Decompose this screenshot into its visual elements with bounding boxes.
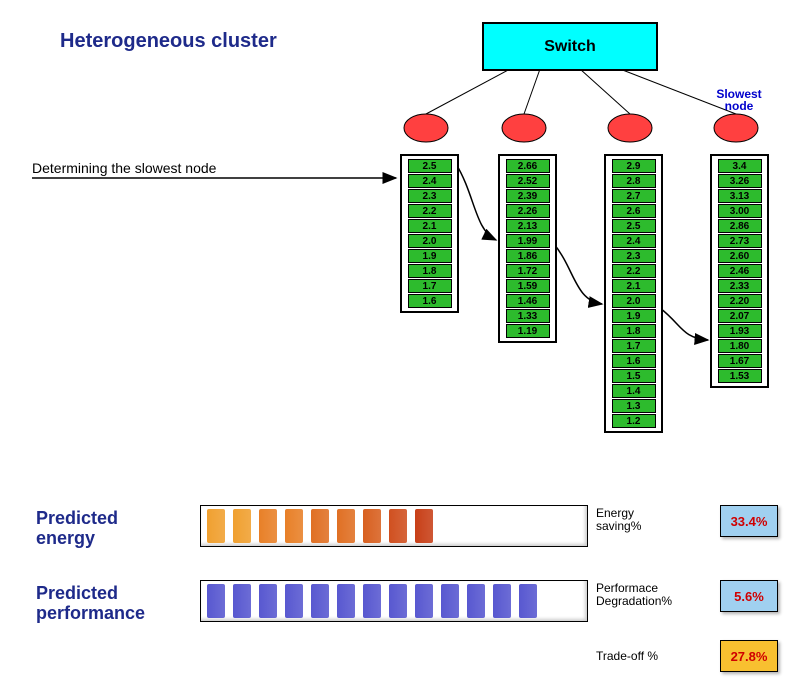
freq-cell: 2.1 bbox=[612, 279, 656, 293]
page-title: Heterogeneous cluster bbox=[60, 30, 277, 53]
freq-cell: 3.13 bbox=[718, 189, 762, 203]
node-column: 2.92.82.72.62.52.42.32.22.12.01.91.81.71… bbox=[604, 154, 663, 433]
metric-label: Energysaving% bbox=[596, 507, 641, 533]
freq-cell: 2.5 bbox=[408, 159, 452, 173]
freq-cell: 2.33 bbox=[718, 279, 762, 293]
bar-segment bbox=[519, 584, 537, 618]
freq-cell: 1.46 bbox=[506, 294, 550, 308]
perf-bar bbox=[200, 580, 588, 622]
freq-cell: 1.86 bbox=[506, 249, 550, 263]
freq-cell: 1.8 bbox=[408, 264, 452, 278]
freq-cell: 2.60 bbox=[718, 249, 762, 263]
freq-cell: 1.72 bbox=[506, 264, 550, 278]
bar-segment bbox=[337, 509, 355, 543]
freq-cell: 2.2 bbox=[408, 204, 452, 218]
bar-segment bbox=[259, 584, 277, 618]
freq-cell: 2.13 bbox=[506, 219, 550, 233]
node-ellipse bbox=[714, 114, 758, 142]
bar-segment bbox=[415, 509, 433, 543]
freq-cell: 2.20 bbox=[718, 294, 762, 308]
node-column: 2.662.522.392.262.131.991.861.721.591.46… bbox=[498, 154, 557, 343]
freq-cell: 2.2 bbox=[612, 264, 656, 278]
energy-label: Predictedenergy bbox=[36, 508, 118, 548]
slowest-node-label: Slowestnode bbox=[714, 88, 764, 112]
bar-segment bbox=[233, 509, 251, 543]
freq-cell: 2.0 bbox=[408, 234, 452, 248]
freq-cell: 3.4 bbox=[718, 159, 762, 173]
bar-segment bbox=[285, 509, 303, 543]
freq-cell: 1.6 bbox=[408, 294, 452, 308]
bar-segment bbox=[207, 509, 225, 543]
freq-cell: 1.93 bbox=[718, 324, 762, 338]
freq-cell: 2.1 bbox=[408, 219, 452, 233]
bar-segment bbox=[311, 584, 329, 618]
freq-cell: 2.66 bbox=[506, 159, 550, 173]
freq-cell: 1.8 bbox=[612, 324, 656, 338]
freq-cell: 1.3 bbox=[612, 399, 656, 413]
metric-value-box: 5.6% bbox=[720, 580, 778, 612]
freq-cell: 1.7 bbox=[408, 279, 452, 293]
metric-label: Trade-off % bbox=[596, 650, 658, 663]
energy-bar bbox=[200, 505, 588, 547]
freq-cell: 2.4 bbox=[408, 174, 452, 188]
freq-cell: 1.19 bbox=[506, 324, 550, 338]
freq-cell: 2.52 bbox=[506, 174, 550, 188]
freq-cell: 1.2 bbox=[612, 414, 656, 428]
freq-cell: 1.33 bbox=[506, 309, 550, 323]
node-column: 2.52.42.32.22.12.01.91.81.71.6 bbox=[400, 154, 459, 313]
bar-segment bbox=[493, 584, 511, 618]
freq-cell: 3.26 bbox=[718, 174, 762, 188]
freq-cell: 2.4 bbox=[612, 234, 656, 248]
freq-cell: 1.7 bbox=[612, 339, 656, 353]
freq-cell: 2.86 bbox=[718, 219, 762, 233]
bar-segment bbox=[259, 509, 277, 543]
freq-cell: 1.53 bbox=[718, 369, 762, 383]
bar-segment bbox=[415, 584, 433, 618]
node-ellipse bbox=[502, 114, 546, 142]
freq-cell: 2.07 bbox=[718, 309, 762, 323]
freq-cell: 1.9 bbox=[408, 249, 452, 263]
freq-cell: 1.4 bbox=[612, 384, 656, 398]
freq-cell: 2.7 bbox=[612, 189, 656, 203]
freq-cell: 2.39 bbox=[506, 189, 550, 203]
node-column: 3.43.263.133.002.862.732.602.462.332.202… bbox=[710, 154, 769, 388]
bar-segment bbox=[337, 584, 355, 618]
freq-cell: 2.73 bbox=[718, 234, 762, 248]
bar-segment bbox=[207, 584, 225, 618]
freq-cell: 2.0 bbox=[612, 294, 656, 308]
metric-label: PerformaceDegradation% bbox=[596, 582, 672, 608]
bar-segment bbox=[441, 584, 459, 618]
freq-cell: 1.99 bbox=[506, 234, 550, 248]
node-ellipse bbox=[608, 114, 652, 142]
bar-segment bbox=[389, 509, 407, 543]
bar-segment bbox=[389, 584, 407, 618]
freq-cell: 3.00 bbox=[718, 204, 762, 218]
freq-cell: 1.59 bbox=[506, 279, 550, 293]
freq-cell: 2.26 bbox=[506, 204, 550, 218]
freq-cell: 2.6 bbox=[612, 204, 656, 218]
freq-cell: 1.5 bbox=[612, 369, 656, 383]
determine-label: Determining the slowest node bbox=[32, 160, 216, 176]
bar-segment bbox=[363, 509, 381, 543]
metric-value-box: 27.8% bbox=[720, 640, 778, 672]
metric-value-box: 33.4% bbox=[720, 505, 778, 537]
bar-segment bbox=[285, 584, 303, 618]
freq-cell: 2.3 bbox=[408, 189, 452, 203]
freq-cell: 2.46 bbox=[718, 264, 762, 278]
bar-segment bbox=[311, 509, 329, 543]
freq-cell: 1.80 bbox=[718, 339, 762, 353]
freq-cell: 2.9 bbox=[612, 159, 656, 173]
bar-segment bbox=[233, 584, 251, 618]
freq-cell: 1.6 bbox=[612, 354, 656, 368]
perf-label: Predictedperformance bbox=[36, 583, 145, 623]
freq-cell: 2.8 bbox=[612, 174, 656, 188]
freq-cell: 2.5 bbox=[612, 219, 656, 233]
freq-cell: 2.3 bbox=[612, 249, 656, 263]
bar-segment bbox=[467, 584, 485, 618]
freq-cell: 1.67 bbox=[718, 354, 762, 368]
bar-segment bbox=[363, 584, 381, 618]
node-ellipse bbox=[404, 114, 448, 142]
freq-cell: 1.9 bbox=[612, 309, 656, 323]
switch-box: Switch bbox=[482, 22, 658, 71]
